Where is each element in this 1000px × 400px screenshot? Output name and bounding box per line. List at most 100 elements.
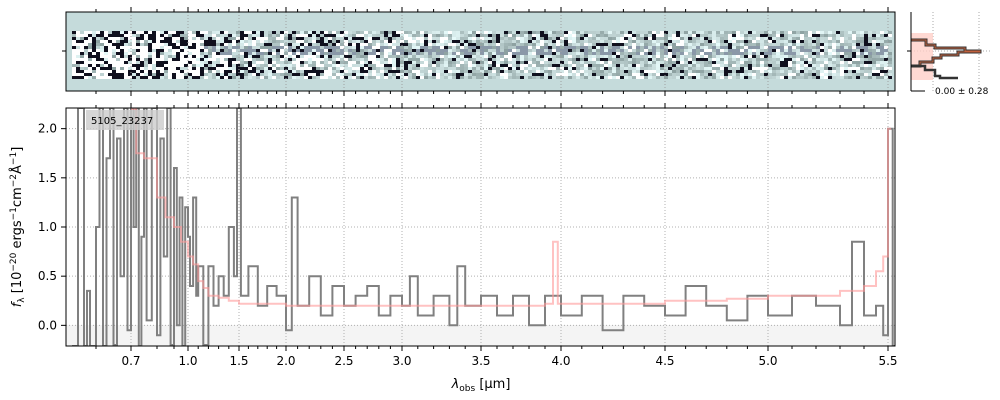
2d-pixel bbox=[596, 70, 600, 73]
2d-pixel bbox=[272, 52, 276, 55]
2d-pixel bbox=[140, 31, 144, 34]
2d-pixel bbox=[660, 31, 664, 34]
2d-pixel bbox=[540, 73, 544, 76]
2d-pixel bbox=[624, 58, 628, 61]
2d-pixel bbox=[308, 55, 312, 58]
2d-pixel bbox=[224, 70, 228, 73]
2d-pixel bbox=[860, 37, 864, 40]
2d-pixel bbox=[876, 58, 880, 61]
2d-pixel bbox=[376, 49, 380, 52]
2d-pixel bbox=[680, 46, 684, 49]
2d-pixel bbox=[644, 76, 648, 79]
2d-pixel bbox=[568, 34, 572, 37]
2d-pixel bbox=[592, 43, 596, 46]
2d-pixel bbox=[476, 70, 480, 73]
2d-pixel bbox=[424, 55, 428, 58]
2d-pixel bbox=[604, 58, 608, 61]
2d-pixel bbox=[212, 34, 216, 37]
2d-pixel bbox=[708, 37, 712, 40]
2d-pixel bbox=[804, 64, 808, 67]
2d-pixel bbox=[452, 46, 456, 49]
2d-pixel bbox=[348, 73, 352, 76]
2d-pixel bbox=[624, 64, 628, 67]
2d-pixel bbox=[112, 67, 116, 70]
2d-pixel bbox=[404, 46, 408, 49]
2d-pixel bbox=[236, 34, 240, 37]
2d-pixel bbox=[756, 43, 760, 46]
2d-pixel bbox=[628, 70, 632, 73]
2d-pixel bbox=[148, 67, 152, 70]
2d-pixel bbox=[172, 64, 176, 67]
2d-pixel bbox=[372, 64, 376, 67]
2d-pixel bbox=[860, 64, 864, 67]
2d-pixel bbox=[552, 43, 556, 46]
2d-pixel bbox=[496, 58, 500, 61]
2d-pixel bbox=[508, 43, 512, 46]
y-tick-label: 2.0 bbox=[38, 122, 57, 136]
2d-pixel bbox=[240, 58, 244, 61]
2d-pixel bbox=[860, 40, 864, 43]
2d-pixel bbox=[384, 34, 388, 37]
2d-pixel bbox=[396, 49, 400, 52]
2d-pixel bbox=[536, 58, 540, 61]
2d-pixel bbox=[268, 76, 272, 79]
2d-pixel bbox=[248, 70, 252, 73]
2d-pixel bbox=[484, 37, 488, 40]
2d-pixel bbox=[584, 55, 588, 58]
2d-pixel bbox=[144, 46, 148, 49]
2d-pixel bbox=[568, 70, 572, 73]
2d-pixel bbox=[372, 37, 376, 40]
2d-pixel bbox=[116, 67, 120, 70]
2d-pixel bbox=[744, 46, 748, 49]
2d-pixel bbox=[304, 55, 308, 58]
2d-pixel bbox=[428, 58, 432, 61]
2d-pixel bbox=[456, 73, 460, 76]
2d-pixel bbox=[768, 67, 772, 70]
2d-pixel bbox=[232, 70, 236, 73]
2d-pixel bbox=[580, 46, 584, 49]
2d-pixel bbox=[612, 31, 616, 34]
2d-pixel bbox=[308, 37, 312, 40]
2d-pixel bbox=[276, 73, 280, 76]
2d-pixel bbox=[184, 61, 188, 64]
2d-pixel bbox=[444, 31, 448, 34]
2d-pixel bbox=[340, 43, 344, 46]
2d-pixel bbox=[596, 58, 600, 61]
2d-pixel bbox=[812, 46, 816, 49]
2d-pixel bbox=[680, 64, 684, 67]
2d-pixel bbox=[828, 31, 832, 34]
2d-pixel bbox=[612, 67, 616, 70]
2d-pixel bbox=[116, 58, 120, 61]
2d-pixel bbox=[508, 76, 512, 79]
2d-pixel bbox=[180, 70, 184, 73]
2d-pixel bbox=[820, 40, 824, 43]
2d-pixel bbox=[396, 76, 400, 79]
2d-pixel bbox=[864, 43, 868, 46]
2d-pixel bbox=[280, 37, 284, 40]
2d-pixel bbox=[672, 49, 676, 52]
2d-pixel bbox=[496, 46, 500, 49]
2d-pixel bbox=[308, 43, 312, 46]
2d-pixel bbox=[240, 61, 244, 64]
2d-ticks bbox=[62, 7, 889, 96]
2d-pixel bbox=[840, 61, 844, 64]
2d-pixel bbox=[660, 43, 664, 46]
2d-pixel bbox=[836, 46, 840, 49]
2d-pixel bbox=[152, 31, 156, 34]
2d-pixel bbox=[696, 49, 700, 52]
2d-pixel bbox=[180, 76, 184, 79]
2d-pixel bbox=[872, 73, 876, 76]
2d-pixel bbox=[144, 61, 148, 64]
2d-pixel bbox=[240, 64, 244, 67]
2d-pixel bbox=[832, 40, 836, 43]
2d-pixel bbox=[712, 55, 716, 58]
2d-pixel bbox=[324, 73, 328, 76]
2d-pixel bbox=[328, 40, 332, 43]
2d-pixel bbox=[452, 64, 456, 67]
2d-pixel bbox=[788, 31, 792, 34]
2d-pixel bbox=[660, 37, 664, 40]
2d-pixel bbox=[364, 73, 368, 76]
2d-pixel bbox=[508, 73, 512, 76]
2d-pixel bbox=[796, 31, 800, 34]
2d-pixel bbox=[716, 34, 720, 37]
